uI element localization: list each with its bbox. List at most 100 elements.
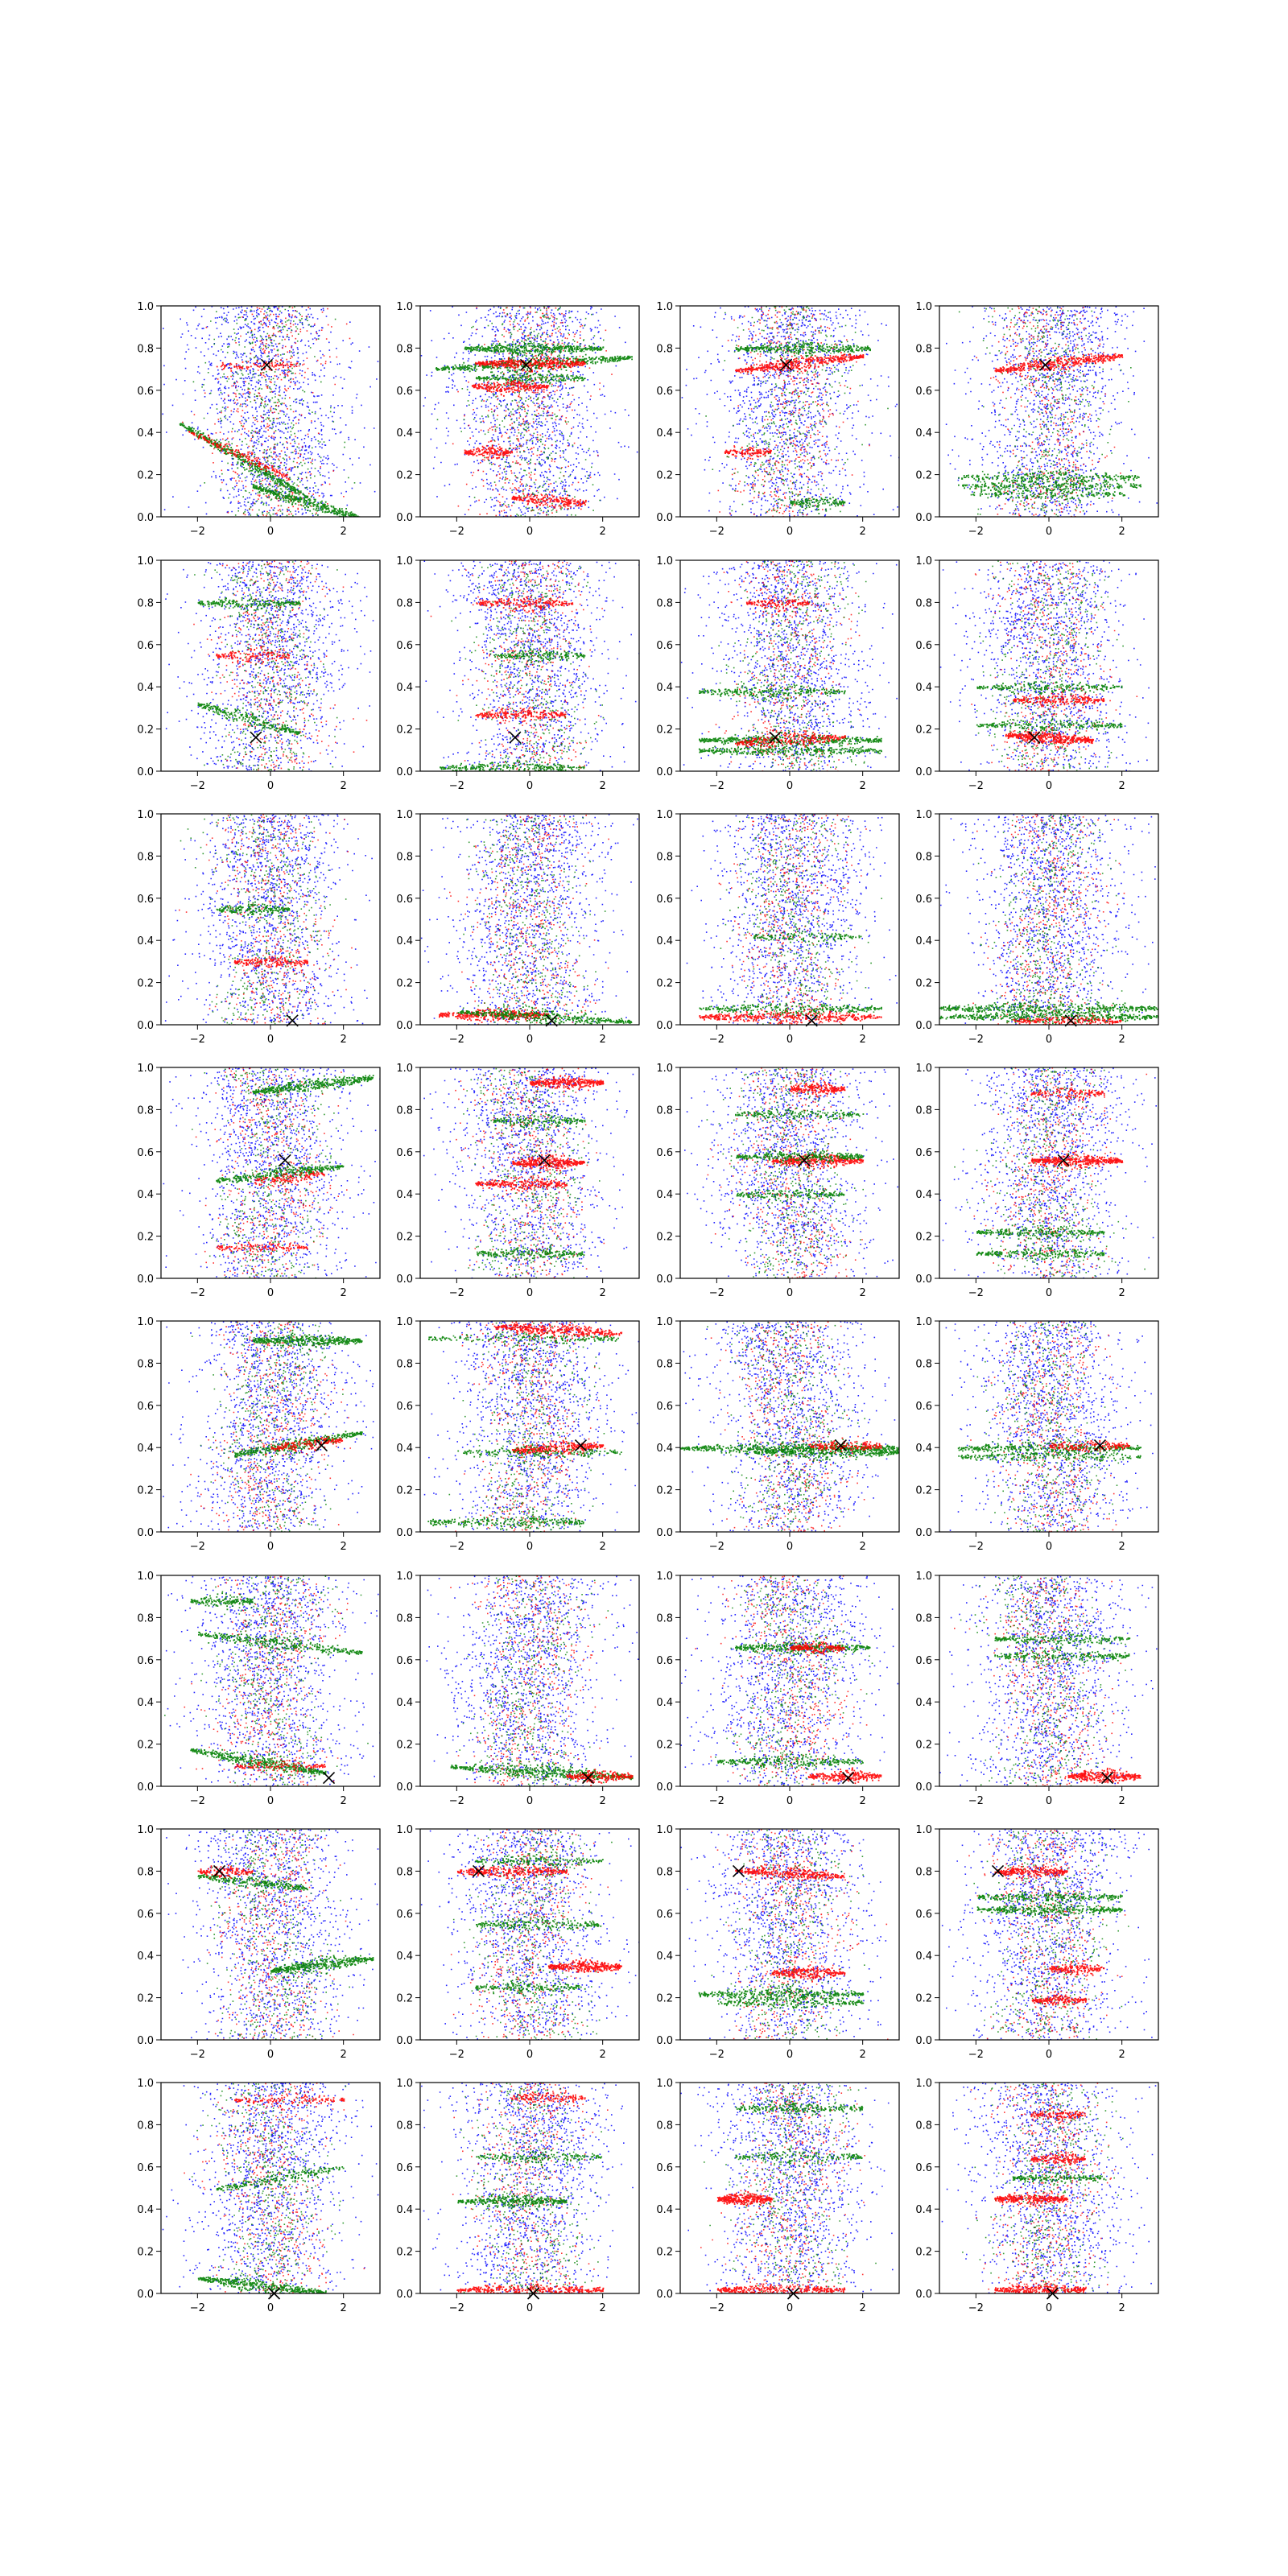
- y-tick-label: 0.2: [396, 1232, 413, 1244]
- band-green-3: [976, 681, 1122, 696]
- x-tick-label: 2: [860, 1287, 866, 1299]
- axes-frame: [680, 814, 899, 1025]
- y-tick-label: 0.6: [915, 386, 932, 398]
- x-tick-label: −2: [449, 780, 464, 792]
- band-green-3: [440, 760, 585, 773]
- y-tick-label: 0.0: [656, 2289, 673, 2301]
- y-tick-label: 0.8: [915, 851, 932, 863]
- x-tick-label: 0: [1046, 2049, 1052, 2061]
- y-tick-label: 0.4: [915, 1951, 932, 1963]
- band-green-1: [180, 423, 308, 498]
- x-tick-label: −2: [709, 526, 724, 538]
- band-red-2: [456, 2281, 604, 2295]
- y-tick-label: 0.2: [396, 724, 413, 737]
- y-tick-label: 0.0: [915, 1020, 932, 1032]
- series-blue-points: [163, 2083, 379, 2294]
- y-tick-label: 0.0: [656, 1020, 673, 1032]
- y-tick-label: 1.0: [656, 809, 673, 821]
- x-tick-label: −2: [190, 1795, 205, 1807]
- band-green-2: [458, 1006, 633, 1026]
- y-tick-label: 0.4: [137, 935, 154, 947]
- x-tick-label: 0: [1046, 2302, 1052, 2314]
- band-green-1: [457, 2194, 567, 2210]
- band-red-4: [1030, 2105, 1086, 2124]
- x-tick-label: −2: [709, 2049, 724, 2061]
- axes-frame: [161, 1575, 380, 1786]
- x-tick-label: 2: [1119, 780, 1125, 792]
- y-tick-label: 1.0: [915, 809, 932, 821]
- x-tick-label: 2: [600, 1795, 606, 1807]
- subplot-r5-c1: −2 0 20.00.20.40.60.81.0: [137, 1316, 380, 1553]
- series-blue-points: [942, 1829, 1153, 2041]
- x-tick-label: 0: [786, 1034, 793, 1046]
- y-tick-label: 0.6: [915, 1909, 932, 1921]
- y-tick-label: 1.0: [396, 1063, 413, 1075]
- y-tick-label: 0.8: [396, 2120, 413, 2132]
- x-tick-label: 2: [600, 1034, 606, 1046]
- axes-frame: [680, 1067, 899, 1278]
- subplot-points: [162, 306, 381, 518]
- y-tick-label: 0.8: [396, 1104, 413, 1117]
- subplot-points: [681, 560, 898, 773]
- y-tick-label: 0.0: [396, 1020, 413, 1032]
- y-tick-label: 0.2: [915, 978, 932, 990]
- x-tick-label: 2: [1119, 526, 1125, 538]
- band-red-1: [995, 1863, 1068, 1882]
- series-green-scatter: [977, 1321, 1120, 1533]
- y-tick-label: 0.4: [396, 935, 413, 947]
- y-tick-label: 0.2: [915, 470, 932, 482]
- y-tick-label: 0.8: [396, 343, 413, 355]
- band-red-1: [735, 1864, 844, 1880]
- series-blue-points: [940, 814, 1156, 1026]
- y-tick-label: 0.8: [396, 1358, 413, 1370]
- y-tick-label: 1.0: [656, 1316, 673, 1328]
- y-tick-label: 0.2: [396, 2247, 413, 2259]
- y-tick-label: 0.0: [656, 1781, 673, 1794]
- y-tick-label: 0.6: [656, 386, 673, 398]
- y-tick-label: 0.0: [396, 766, 413, 778]
- series-green-scatter: [456, 2083, 602, 2294]
- x-tick-label: 0: [786, 1541, 793, 1553]
- x-tick-label: 0: [786, 2302, 793, 2314]
- series-red-scatter: [968, 1830, 1125, 2041]
- x-tick-label: −2: [968, 1287, 984, 1299]
- band-green-1: [198, 2273, 327, 2295]
- y-tick-label: 1.0: [915, 1571, 932, 1583]
- subplot-r4-c2: −2 0 20.00.20.40.60.81.0: [396, 1063, 640, 1299]
- y-tick-label: 0.8: [656, 1612, 673, 1624]
- series-green-scatter: [459, 1575, 617, 1787]
- x-tick-label: 2: [860, 780, 866, 792]
- y-tick-label: 1.0: [656, 1571, 673, 1583]
- y-tick-label: 0.8: [137, 851, 154, 863]
- subplot-points: [680, 2083, 893, 2294]
- y-tick-label: 0.6: [915, 640, 932, 652]
- axes-frame: [420, 2083, 639, 2293]
- y-tick-label: 0.2: [137, 978, 154, 990]
- x-tick-label: 2: [860, 1541, 866, 1553]
- series-red-scatter: [695, 1575, 867, 1788]
- subplot-points: [165, 560, 374, 773]
- x-tick-label: −2: [449, 526, 464, 538]
- subplot-points: [680, 1829, 888, 2041]
- x-tick-label: 0: [1046, 1287, 1052, 1299]
- y-tick-label: 1.0: [915, 555, 932, 568]
- band-red-2: [994, 2280, 1087, 2294]
- y-tick-label: 0.8: [656, 1358, 673, 1370]
- y-tick-label: 0.8: [137, 597, 154, 609]
- y-tick-label: 0.0: [396, 1781, 413, 1794]
- y-tick-label: 0.4: [656, 1951, 673, 1963]
- y-tick-label: 0.6: [656, 1147, 673, 1159]
- x-tick-label: 2: [860, 1795, 866, 1807]
- y-tick-label: 0.0: [396, 512, 413, 524]
- y-tick-label: 0.6: [396, 894, 413, 906]
- subplot-r5-c4: −2 0 20.00.20.40.60.81.0: [915, 1316, 1158, 1553]
- y-tick-label: 0.6: [396, 1401, 413, 1413]
- subplot-r3-c2: −2 0 20.00.20.40.60.81.0: [396, 809, 639, 1046]
- series-red-scatter: [717, 1829, 889, 2040]
- subplot-points: [164, 1575, 381, 1788]
- y-tick-label: 0.4: [656, 935, 673, 947]
- x-tick-label: 2: [341, 526, 347, 538]
- x-tick-label: 0: [786, 780, 793, 792]
- axes-frame: [420, 560, 639, 771]
- y-tick-label: 0.0: [656, 2035, 673, 2047]
